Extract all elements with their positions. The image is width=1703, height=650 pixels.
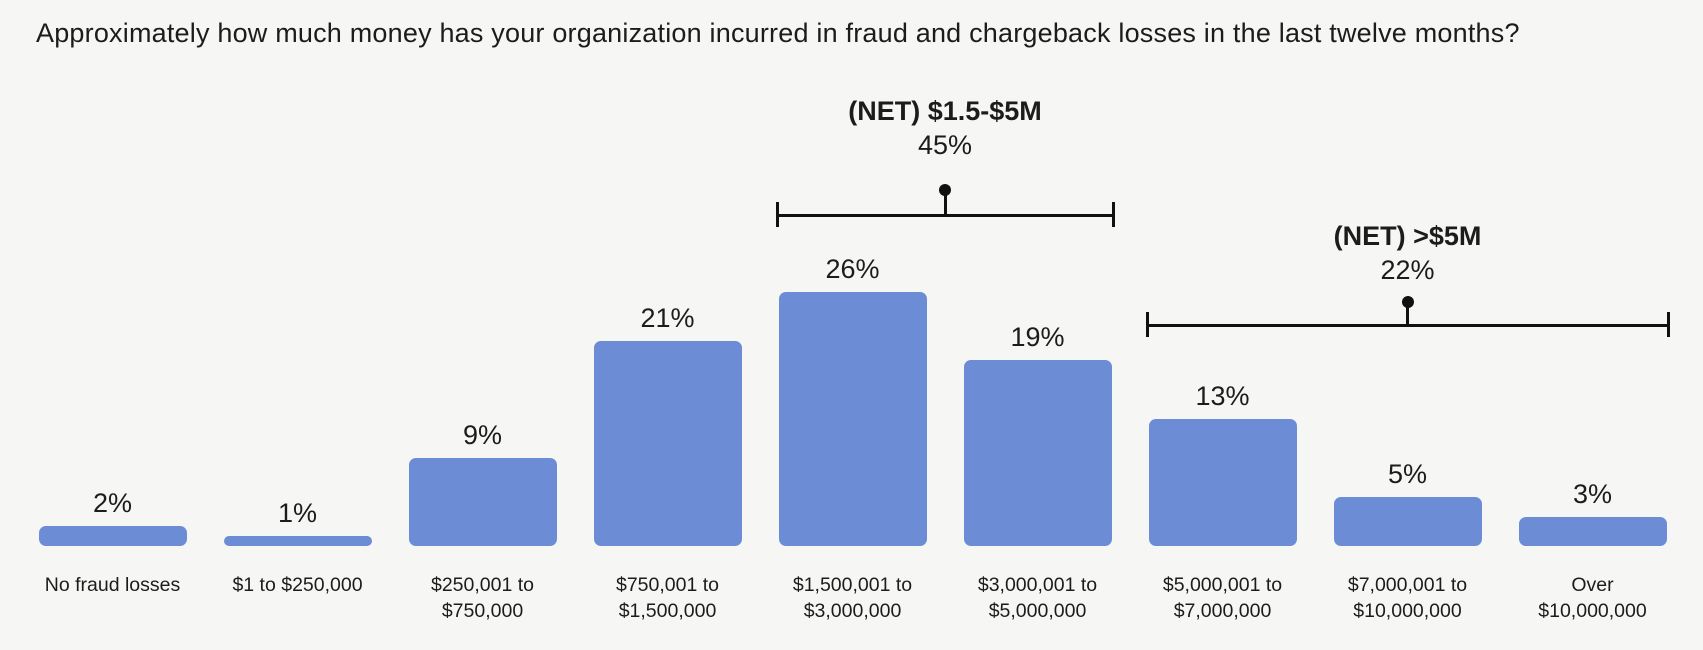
category-label: $5,000,001 to $7,000,000 <box>1162 574 1283 622</box>
category-label: $1 to $250,000 <box>232 574 363 596</box>
net-value-label: 45% <box>917 130 973 160</box>
bar <box>593 341 742 546</box>
bar-value-label: 5% <box>1387 459 1428 489</box>
bar-value-label: 9% <box>462 420 503 450</box>
net-bracket-line <box>1145 324 1670 327</box>
bar-value-label: 13% <box>1195 381 1250 411</box>
bar-value-label: 19% <box>1010 322 1065 352</box>
bar <box>778 292 927 546</box>
bar-column-5: 26% $1,500,001 to $3,000,000 <box>760 0 945 650</box>
net-label: (NET) $1.5-$5M <box>848 96 1042 126</box>
category-label: $1,500,001 to $3,000,000 <box>792 574 913 622</box>
bar-column-2: 1% $1 to $250,000 <box>205 0 390 650</box>
bar <box>223 536 372 546</box>
category-label: No fraud losses <box>44 574 181 596</box>
bar-column-4: 21% $750,001 to $1,500,000 <box>575 0 760 650</box>
bar <box>38 526 187 546</box>
net-bracket-tick-right <box>1666 312 1670 337</box>
net-label: (NET) >$5M <box>1333 221 1482 251</box>
bar-column-8: 5% $7,000,001 to $10,000,000 <box>1315 0 1500 650</box>
bar-value-label: 2% <box>92 488 133 518</box>
bar-column-3: 9% $250,001 to $750,000 <box>390 0 575 650</box>
bar <box>408 458 557 546</box>
bar <box>1333 497 1482 546</box>
category-label: Over $10,000,000 <box>1538 574 1647 622</box>
net-bracket-tick-left <box>1145 312 1149 337</box>
net-bracket-dot <box>1401 296 1414 308</box>
bar <box>1518 517 1667 546</box>
net-bracket-tick-right <box>1111 202 1115 227</box>
bar-column-9: 3% Over $10,000,000 <box>1500 0 1685 650</box>
net-bracket-dot <box>939 184 951 196</box>
bar-column-1: 2% No fraud losses <box>20 0 205 650</box>
category-label: $250,001 to $750,000 <box>430 574 534 622</box>
category-label: $3,000,001 to $5,000,000 <box>977 574 1098 622</box>
net-bracket-stem <box>943 190 947 215</box>
bar-value-label: 1% <box>277 498 318 528</box>
bar-column-6: 19% $3,000,001 to $5,000,000 <box>945 0 1130 650</box>
bar <box>963 360 1112 546</box>
category-label: $750,001 to $1,500,000 <box>615 574 719 622</box>
chart-title: Approximately how much money has your or… <box>36 18 1520 48</box>
bar-value-label: 26% <box>825 254 880 284</box>
category-label: $7,000,001 to $10,000,000 <box>1347 574 1468 622</box>
net-bracket-tick-left <box>775 202 779 227</box>
bar-value-label: 21% <box>640 303 695 333</box>
bar-column-7: 13% $5,000,001 to $7,000,000 <box>1130 0 1315 650</box>
net-value-label: 22% <box>1380 255 1435 285</box>
bar <box>1148 419 1297 546</box>
bar-value-label: 3% <box>1572 479 1613 509</box>
net-bracket-line <box>775 214 1115 217</box>
net-bracket-stem <box>1406 302 1409 325</box>
